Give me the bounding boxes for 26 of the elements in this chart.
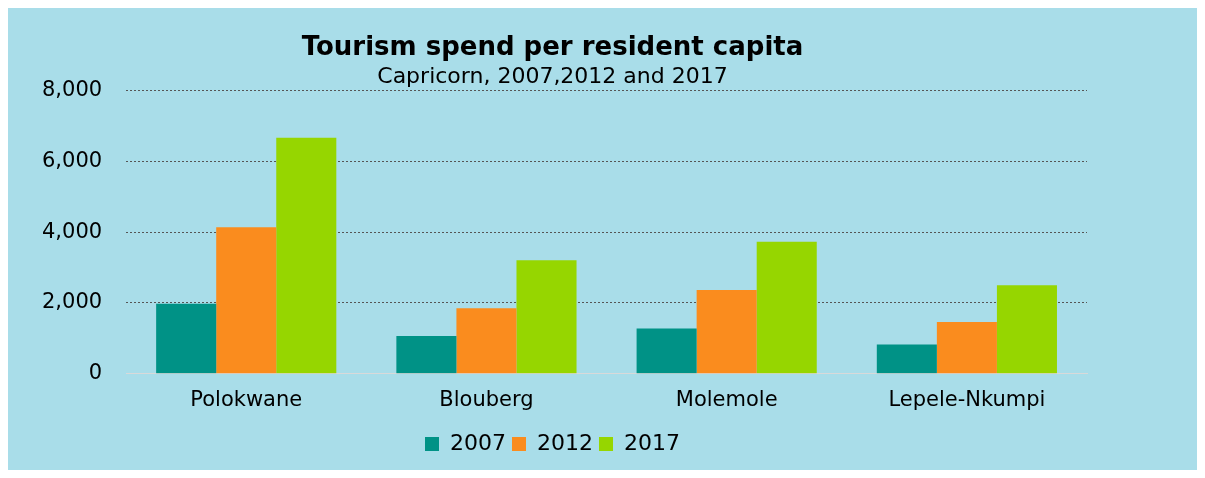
x-tick-label: Polokwane [190,386,303,411]
x-tick-label: Lepele-Nkumpi [888,386,1046,411]
legend-label: 2007 [450,429,507,455]
y-tick-label: 2,000 [41,289,103,314]
chart-title: Tourism spend per resident capita [301,31,804,62]
bar [216,227,277,374]
bar [876,344,937,374]
bar [636,328,697,374]
bar [456,308,517,374]
bar [996,285,1057,374]
bar [756,241,817,374]
y-tick-label: 4,000 [41,218,103,243]
bar [696,289,757,374]
bar [156,303,217,374]
legend-label: 2012 [537,429,594,455]
x-tick-label: Molemole [675,386,778,411]
bar [936,322,997,374]
x-tick-label: Blouberg [439,386,534,411]
y-tick-label: 8,000 [41,77,103,102]
y-tick-label: 0 [88,360,103,385]
bar [276,137,337,374]
chart-subtitle: Capricorn, 2007,2012 and 2017 [377,63,728,89]
bar [396,335,457,374]
y-tick-label: 6,000 [41,147,103,172]
bar [516,260,577,374]
legend-label: 2017 [623,429,680,455]
